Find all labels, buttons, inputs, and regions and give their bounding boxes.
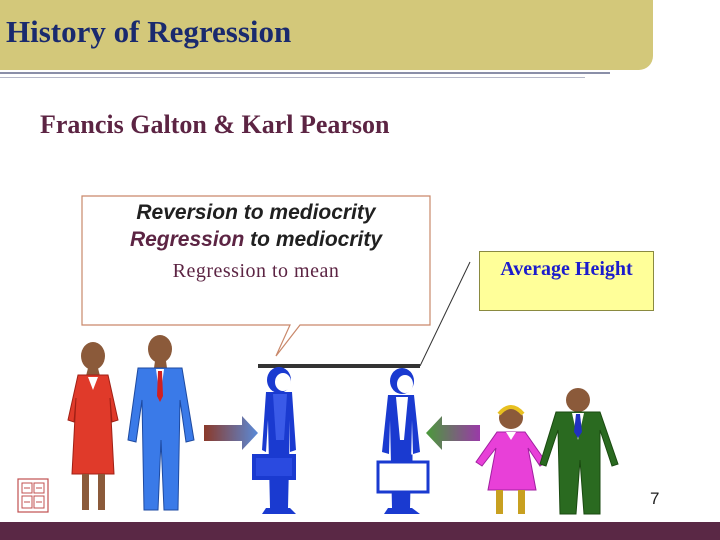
average-height-box: Average Height bbox=[479, 251, 654, 311]
callout-line-1: Reversion to mediocrity bbox=[136, 201, 376, 224]
slide-subtitle: Francis Galton & Karl Pearson bbox=[40, 110, 390, 139]
average-woman-icon bbox=[252, 367, 296, 514]
callout-line-2-rest: to mediocrity bbox=[244, 228, 383, 251]
tall-woman-icon bbox=[67, 342, 119, 510]
title-rule-thin bbox=[0, 77, 585, 78]
bottom-bar bbox=[0, 522, 720, 540]
arrow-left-icon bbox=[426, 416, 480, 450]
short-man-icon bbox=[539, 388, 619, 515]
average-height-label: Average Height bbox=[500, 258, 633, 280]
callout-line-2: Regression to mediocrity bbox=[84, 228, 428, 252]
tall-man-icon bbox=[127, 335, 195, 511]
title-rule bbox=[0, 72, 610, 74]
slide-title: History of Regression bbox=[6, 14, 292, 49]
arrow-right-icon bbox=[204, 416, 258, 450]
title-bar bbox=[0, 0, 653, 70]
page-number: 7 bbox=[650, 489, 660, 508]
callout-line-2-highlight: Regression bbox=[129, 228, 245, 251]
average-height-pointer bbox=[419, 261, 471, 367]
logo-stamp-icon bbox=[17, 478, 49, 513]
short-woman-icon bbox=[475, 405, 547, 514]
callout-text: Reversion to mediocrity Regression to me… bbox=[84, 200, 428, 284]
callout-line-3: Regression to mean bbox=[172, 260, 340, 282]
average-man-icon bbox=[376, 368, 430, 514]
